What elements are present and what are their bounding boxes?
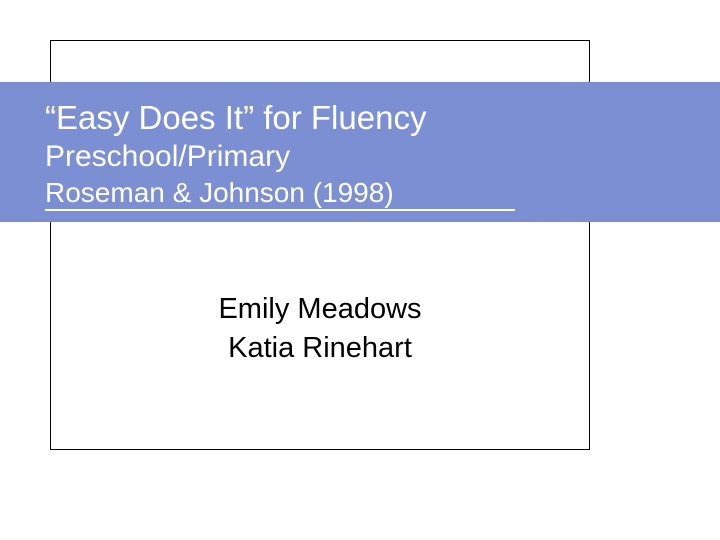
author-2: Katia Rinehart	[50, 329, 590, 368]
title-line-2: Preschool/Primary	[45, 138, 720, 176]
title-line-3: Roseman & Johnson (1998)	[45, 175, 720, 210]
title-banner: “Easy Does It” for Fluency Preschool/Pri…	[0, 82, 720, 222]
title-line-1: “Easy Does It” for Fluency	[45, 98, 720, 138]
title-underline	[45, 209, 515, 211]
author-1: Emily Meadows	[50, 290, 590, 329]
authors-block: Emily Meadows Katia Rinehart	[50, 290, 590, 368]
